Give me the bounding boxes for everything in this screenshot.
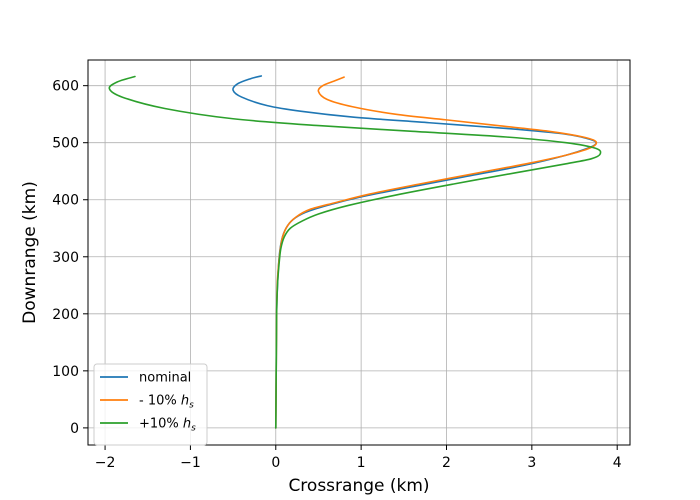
- x-tick-label: −2: [95, 455, 116, 471]
- x-tick-label: 0: [271, 455, 280, 471]
- x-tick-label: 3: [527, 455, 536, 471]
- y-tick-label: 600: [52, 79, 79, 95]
- ticks-layer: −2 −1 0 1 2 3 4 0 100 200 300 400 500 600: [52, 79, 621, 471]
- series-line-2: [108, 75, 602, 429]
- grid-layer: [88, 60, 630, 445]
- x-axis-label: Crossrange (km): [288, 476, 429, 496]
- legend-label-2: +10% hs: [139, 417, 196, 434]
- legend-box: [93, 363, 208, 446]
- x-tick-label: 1: [357, 455, 366, 471]
- x-tick-label: −1: [180, 455, 201, 471]
- y-tick-label: 0: [70, 421, 79, 437]
- y-tick-label: 200: [52, 307, 79, 323]
- y-tick-label: 500: [52, 136, 79, 152]
- y-tick-label: 100: [52, 364, 79, 380]
- x-tick-label: 4: [613, 455, 622, 471]
- y-tick-label: 300: [52, 250, 79, 266]
- plot-frame: [87, 59, 631, 446]
- legend-label-0: nominal: [139, 371, 191, 386]
- legend: nominal - 10% hs +10% hs: [93, 363, 208, 446]
- series-line-1: [274, 76, 598, 429]
- series-layer: [108, 75, 602, 429]
- x-tick-label: 2: [442, 455, 451, 471]
- y-axis-label: Downrange (km): [20, 181, 40, 324]
- y-tick-label: 400: [52, 193, 79, 209]
- legend-label-1: - 10% hs: [139, 394, 194, 411]
- series-line-0: [232, 75, 597, 429]
